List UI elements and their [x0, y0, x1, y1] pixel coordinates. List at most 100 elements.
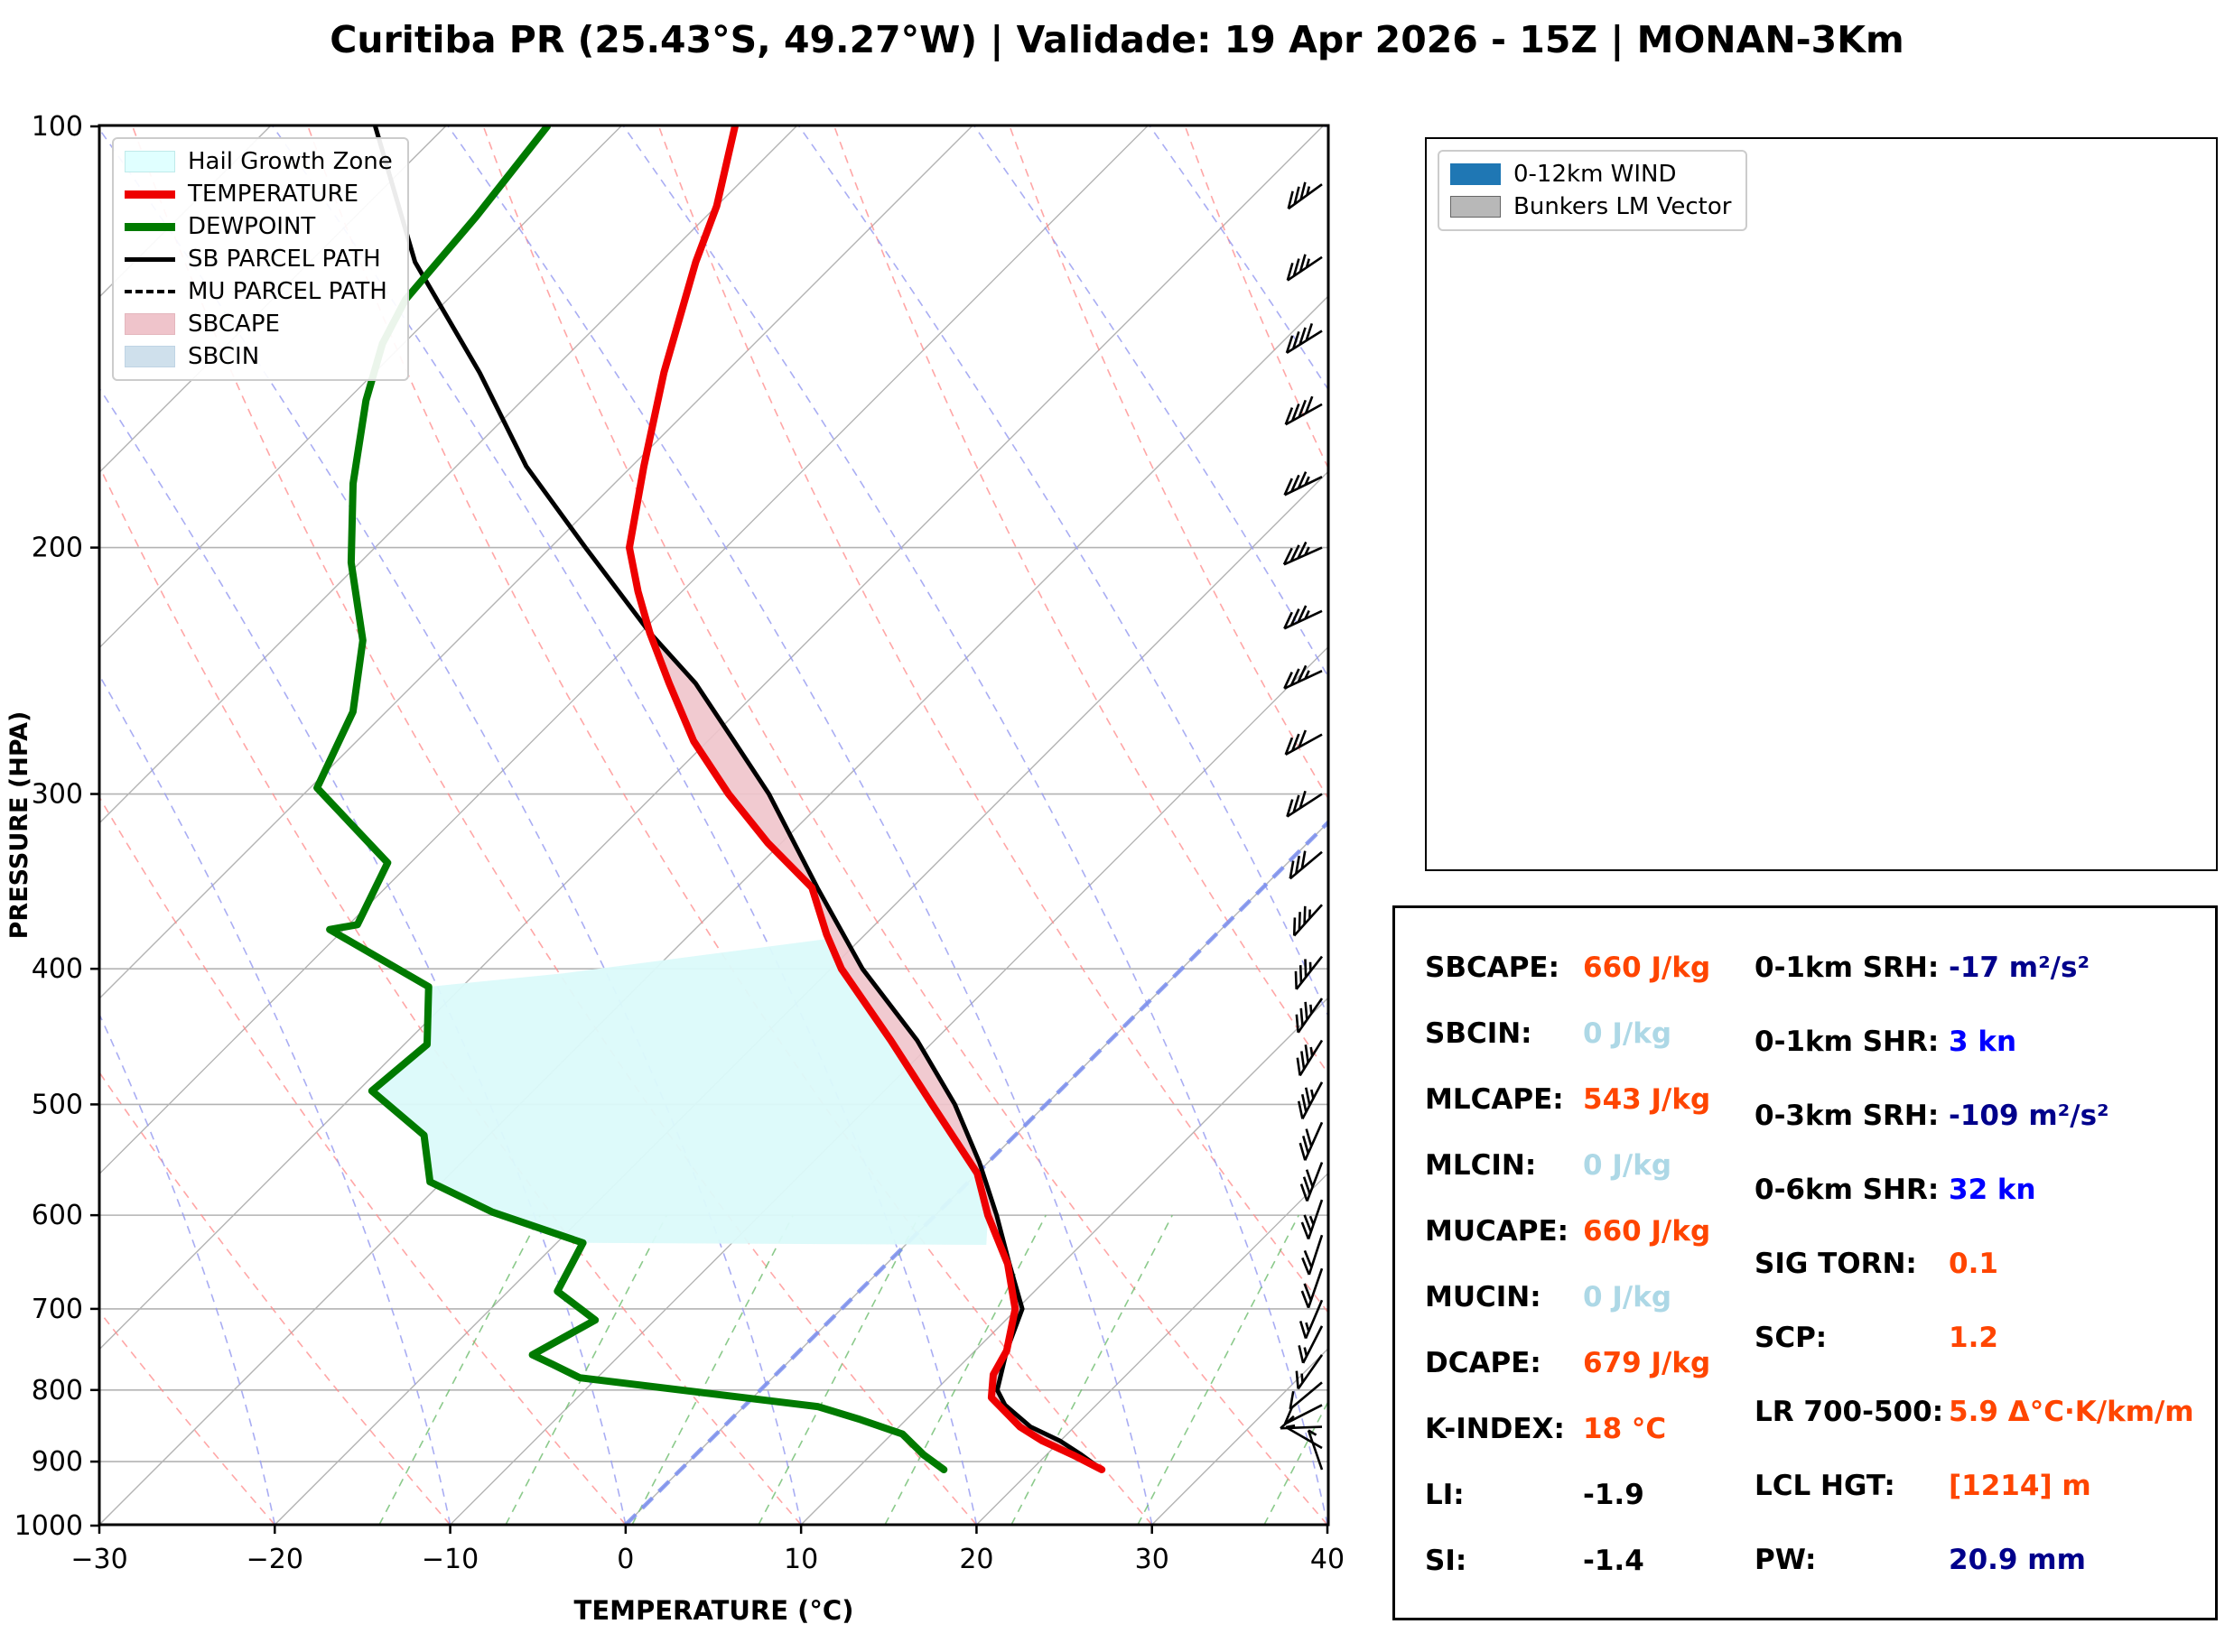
stat-label: SIG TORN:	[1755, 1248, 1917, 1280]
svg-text:200: 200	[32, 533, 83, 564]
svg-text:10: 10	[784, 1544, 818, 1575]
stat-row: K-INDEX: 18 °C	[1425, 1413, 1666, 1445]
stat-label: 0-3km SRH:	[1755, 1100, 1940, 1132]
svg-text:100: 100	[32, 111, 83, 143]
skewt-legend-label: SBCIN	[188, 343, 260, 370]
stat-value: 0 J/kg	[1583, 1281, 1672, 1313]
stat-row: LR 700-500: 5.9 Δ°C·K/km/m	[1755, 1396, 2194, 1428]
stat-row: LCL HGT: [1214] m	[1755, 1470, 2091, 1502]
stat-label: SBCAPE:	[1425, 951, 1559, 984]
stat-label: SI:	[1425, 1545, 1467, 1577]
stats-panel: SBCAPE: 660 J/kg SBCIN: 0 J/kg MLCAPE: 543 J/…	[1392, 905, 2218, 1620]
skewt-legend-item: DEWPOINT	[125, 213, 393, 240]
svg-text:600: 600	[32, 1200, 83, 1231]
skewt-legend-item: SB PARCEL PATH	[125, 246, 393, 273]
stat-label: LR 700-500:	[1755, 1396, 1944, 1428]
svg-text:−20: −20	[247, 1544, 303, 1575]
stat-value: 5.9 Δ°C·K/km/m	[1949, 1396, 2194, 1428]
svg-text:700: 700	[32, 1294, 83, 1325]
stat-label: MUCIN:	[1425, 1281, 1541, 1313]
stat-value: 1.2	[1949, 1322, 1998, 1354]
skewt-legend-label: SB PARCEL PATH	[188, 246, 381, 273]
stat-row: 0-1km SRH: -17 m²/s²	[1755, 951, 2090, 984]
hodo-legend-item: Bunkers LM Vector	[1450, 193, 1731, 220]
stat-label: 0-6km SHR:	[1755, 1174, 1940, 1206]
stat-row: 0-6km SHR: 32 kn	[1755, 1174, 2036, 1206]
stat-row: SCP: 1.2	[1755, 1322, 1998, 1354]
svg-text:−30: −30	[70, 1544, 127, 1575]
stat-value: -17 m²/s²	[1949, 951, 2090, 984]
svg-text:40: 40	[1310, 1544, 1345, 1575]
hodograph-legend: 0-12km WIND Bunkers LM Vector	[1438, 150, 1748, 231]
svg-text:20: 20	[959, 1544, 993, 1575]
stat-row: DCAPE: 679 J/kg	[1425, 1347, 1710, 1379]
mu-parcel-path-line	[374, 125, 1103, 1471]
stat-value: 0 J/kg	[1583, 1017, 1672, 1050]
stat-label: 0-1km SRH:	[1755, 951, 1940, 984]
stat-row: LI: -1.9	[1425, 1479, 1644, 1511]
stat-label: MLCIN:	[1425, 1149, 1537, 1182]
sb-parcel-path-swatch-icon	[125, 256, 175, 262]
svg-text:1000: 1000	[14, 1510, 83, 1542]
stat-label: SBCIN:	[1425, 1017, 1532, 1050]
stat-value: 3 kn	[1949, 1026, 2017, 1058]
skewt-legend-item: TEMPERATURE	[125, 181, 393, 208]
stat-label: LCL HGT:	[1755, 1470, 1895, 1502]
stat-label: LI:	[1425, 1479, 1465, 1511]
stat-row: SIG TORN: 0.1	[1755, 1248, 1998, 1280]
hail-growth-zone-fill	[371, 939, 988, 1245]
stat-value: 32 kn	[1949, 1174, 2036, 1206]
temperature-line	[626, 125, 1106, 1473]
stat-row: PW: 20.9 mm	[1755, 1544, 2086, 1576]
stat-value: 679 J/kg	[1583, 1347, 1711, 1379]
stat-row: MLCAPE: 543 J/kg	[1425, 1083, 1710, 1116]
stat-label: 0-1km SHR:	[1755, 1026, 1940, 1058]
skewt-legend: Hail Growth Zone TEMPERATURE DEWPOINT SB PA…	[112, 137, 409, 381]
hail-growth-zone-swatch-icon	[125, 151, 175, 172]
dewpoint-swatch-icon	[125, 222, 175, 231]
svg-text:900: 900	[32, 1446, 83, 1478]
skewt-legend-label: DEWPOINT	[188, 213, 316, 240]
stat-label: MLCAPE:	[1425, 1083, 1564, 1116]
stat-value: -1.9	[1583, 1479, 1644, 1511]
hodo-legend-label: Bunkers LM Vector	[1513, 193, 1732, 220]
bunkers-lm-vector-swatch-icon	[1450, 196, 1501, 218]
skewt-legend-label: Hail Growth Zone	[188, 148, 393, 175]
stat-label: PW:	[1755, 1544, 1817, 1576]
svg-text:0: 0	[617, 1544, 634, 1575]
stat-value: 660 J/kg	[1583, 951, 1711, 984]
stat-label: K-INDEX:	[1425, 1413, 1565, 1445]
stat-value: 0.1	[1949, 1248, 1998, 1280]
skewt-legend-item: Hail Growth Zone	[125, 148, 393, 175]
stat-row: SI: -1.4	[1425, 1545, 1644, 1577]
skewt-legend-item: SBCAPE	[125, 311, 393, 338]
stat-value: 660 J/kg	[1583, 1215, 1711, 1248]
hodograph-panel-border	[1425, 137, 2218, 871]
stat-row: SBCIN: 0 J/kg	[1425, 1017, 1671, 1050]
sbcin-swatch-icon	[125, 346, 175, 367]
dewpoint-line	[313, 125, 948, 1473]
temperature-swatch-icon	[125, 190, 175, 199]
stat-row: MUCIN: 0 J/kg	[1425, 1281, 1671, 1313]
svg-text:500: 500	[32, 1089, 83, 1120]
stat-label: SCP:	[1755, 1322, 1828, 1354]
y-axis-title: PRESSURE (HPA)	[5, 711, 33, 940]
sbcape-fill	[649, 632, 1103, 1470]
svg-text:30: 30	[1135, 1544, 1169, 1575]
stat-label: DCAPE:	[1425, 1347, 1541, 1379]
page-title: Curitiba PR (25.43°S, 49.27°W) | Validad…	[330, 18, 1904, 61]
stat-value: -1.4	[1583, 1545, 1644, 1577]
stat-row: MLCIN: 0 J/kg	[1425, 1149, 1671, 1182]
stat-row: 0-1km SHR: 3 kn	[1755, 1026, 2016, 1058]
mu-parcel-path-swatch-icon	[125, 290, 175, 293]
stat-value: 18 °C	[1583, 1413, 1667, 1445]
stat-value: -109 m²/s²	[1949, 1100, 2109, 1132]
skewt-legend-item: SBCIN	[125, 343, 393, 370]
hodo-legend-item: 0-12km WIND	[1450, 161, 1731, 188]
0-12km-wind-swatch-icon	[1450, 163, 1501, 185]
svg-text:−10: −10	[422, 1544, 479, 1575]
svg-text:800: 800	[32, 1375, 83, 1406]
skewt-legend-item: MU PARCEL PATH	[125, 278, 393, 305]
